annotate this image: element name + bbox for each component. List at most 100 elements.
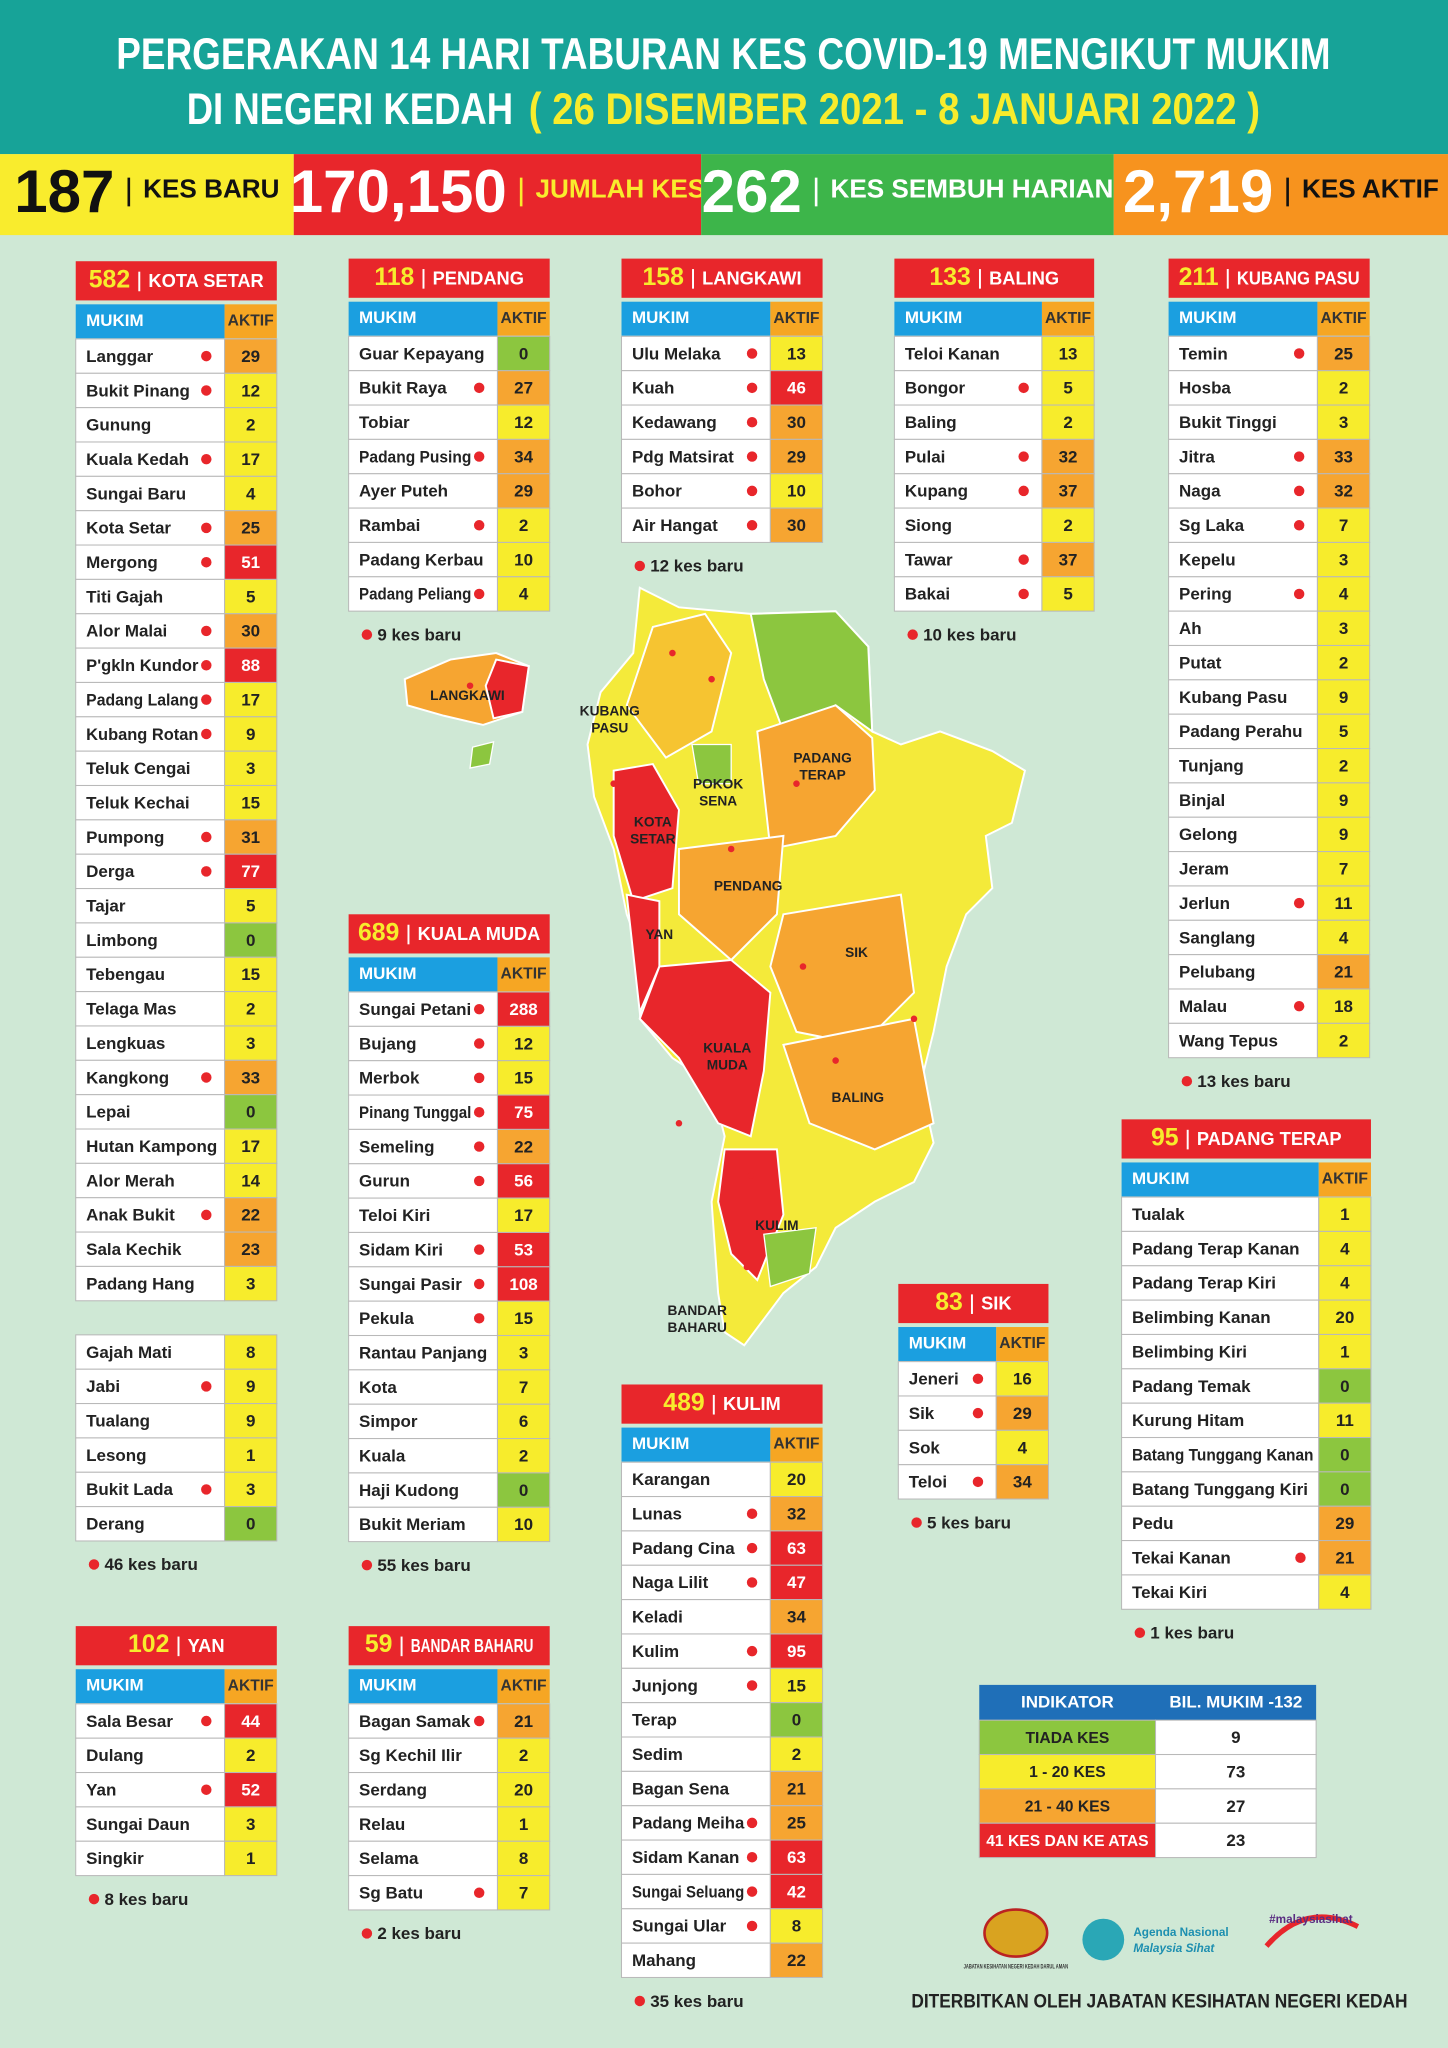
district-name: PENDANG — [433, 267, 524, 288]
new-case-dot — [746, 1577, 758, 1588]
aktif-value: 0 — [519, 1481, 528, 1500]
new-case-dot — [911, 1517, 922, 1528]
value-cell — [496, 1806, 551, 1842]
map-region — [763, 1227, 817, 1288]
mukim-name: Yan — [86, 1781, 116, 1800]
value-cell — [769, 1770, 824, 1807]
row-cell — [1168, 748, 1318, 784]
row-cell — [893, 438, 1043, 475]
map: LANGKAWI KUBANG PASU POKOK SENA PADANG TERAP KO… — [403, 586, 1027, 1347]
new-case-dot — [201, 866, 212, 877]
row-cell — [1168, 954, 1318, 990]
aktif-value: 9 — [1339, 825, 1348, 844]
aktif-value: 108 — [509, 1275, 537, 1294]
mukim-name: Padang Hang — [86, 1274, 194, 1293]
mukim-name: Padang Terap Kanan — [1132, 1239, 1300, 1258]
column-header: AKTIF — [1045, 310, 1091, 327]
row-cell — [1168, 644, 1318, 681]
row-cell — [348, 1875, 498, 1911]
new-case-dot — [473, 520, 485, 531]
mukim-name: Teloi — [909, 1473, 947, 1492]
mukim-name: Bagan Sena — [632, 1779, 730, 1798]
mukim-name: Titi Gajah — [86, 587, 163, 606]
row-cell — [75, 1772, 226, 1808]
new-case-dot — [473, 382, 485, 394]
aktif-value: 13 — [787, 344, 806, 363]
new-case-dot — [361, 629, 373, 640]
legend-count-cell — [1155, 1822, 1317, 1859]
mukim-name: Sala Besar — [86, 1712, 173, 1731]
mukim-name: Tualang — [86, 1412, 150, 1431]
aktif-value: 20 — [1335, 1308, 1354, 1327]
aktif-value: 1 — [1340, 1205, 1349, 1224]
aktif-value: 63 — [787, 1539, 806, 1558]
row-cell — [893, 576, 1043, 612]
map-region — [484, 658, 530, 720]
value-cell — [1318, 1505, 1372, 1542]
footer-note: 8 kes baru — [104, 1890, 188, 1909]
map-label: BANDAR — [668, 1303, 727, 1318]
aktif-value: 32 — [1059, 447, 1078, 466]
mukim-name: Sik — [909, 1404, 935, 1423]
new-case-dot — [473, 1887, 485, 1898]
new-case-dot — [634, 1995, 646, 2007]
column-header: AKTIF — [1322, 1171, 1368, 1188]
stat-block — [1113, 154, 1448, 236]
row-cell — [620, 335, 771, 372]
value-cell — [1316, 988, 1371, 1024]
header-cell — [348, 1669, 498, 1704]
value-cell — [769, 473, 824, 509]
row-cell — [1168, 851, 1318, 887]
aktif-value: 4 — [519, 585, 529, 604]
value-cell — [224, 338, 278, 374]
value-cell — [769, 1702, 824, 1738]
aktif-value: 5 — [1339, 722, 1348, 741]
mukim-name: Padang Temak — [1132, 1377, 1251, 1396]
value-cell — [1316, 885, 1371, 921]
value-cell — [224, 1703, 278, 1739]
new-case-dot — [201, 350, 212, 362]
mukim-name: Langgar — [86, 347, 153, 366]
header-cell — [1168, 301, 1318, 336]
mukim-name: Gelong — [1179, 825, 1237, 844]
mukim-name: Bukit Raya — [359, 379, 447, 398]
value-cell — [1316, 370, 1371, 406]
value-cell — [1316, 507, 1371, 543]
footer-note: 46 kes baru — [104, 1555, 197, 1574]
aktif-value: 22 — [787, 1951, 806, 1970]
table-title-bar — [348, 914, 550, 954]
legend-label: 21 - 40 KES — [1025, 1798, 1110, 1815]
aktif-value: 22 — [241, 1206, 260, 1225]
map-label: KOTA — [634, 814, 672, 829]
mukim-name: Padang Peliang — [359, 585, 471, 604]
aktif-value: 0 — [1340, 1377, 1349, 1396]
district-total: 59 — [365, 1631, 393, 1658]
new-case-dot — [907, 629, 918, 640]
aktif-value: 56 — [514, 1172, 533, 1191]
mukim-name: Temin — [1179, 344, 1228, 363]
value-cell — [769, 507, 824, 543]
value-cell — [1316, 713, 1371, 750]
row-cell — [620, 507, 771, 543]
aktif-value: 4 — [1339, 585, 1349, 604]
mukim-name: Relau — [359, 1815, 405, 1834]
new-case-dot — [201, 625, 212, 637]
value-cell — [224, 853, 278, 890]
mukim-name: Bagan Samak — [359, 1712, 471, 1731]
column-header: AKTIF — [228, 312, 274, 329]
column-header: MUKIM — [909, 1333, 966, 1352]
value-cell — [224, 1368, 278, 1405]
new-case-dot — [473, 1141, 485, 1152]
mukim-name: Sala Kechik — [86, 1240, 182, 1259]
mukim-name: Baling — [905, 413, 957, 432]
map-region — [612, 763, 680, 903]
column-header: AKTIF — [773, 1436, 819, 1453]
mukim-name: Padang Terap Kiri — [1132, 1274, 1276, 1293]
aktif-value: 4 — [246, 484, 256, 503]
footer-note: 2 kes baru — [377, 1924, 461, 1943]
district-name: KOTA SETAR — [148, 270, 263, 291]
value-cell — [769, 1496, 824, 1532]
mukim-name: Kuala — [359, 1447, 406, 1466]
row-cell — [348, 473, 498, 509]
mukim-name: Belimbing Kiri — [1132, 1342, 1247, 1361]
